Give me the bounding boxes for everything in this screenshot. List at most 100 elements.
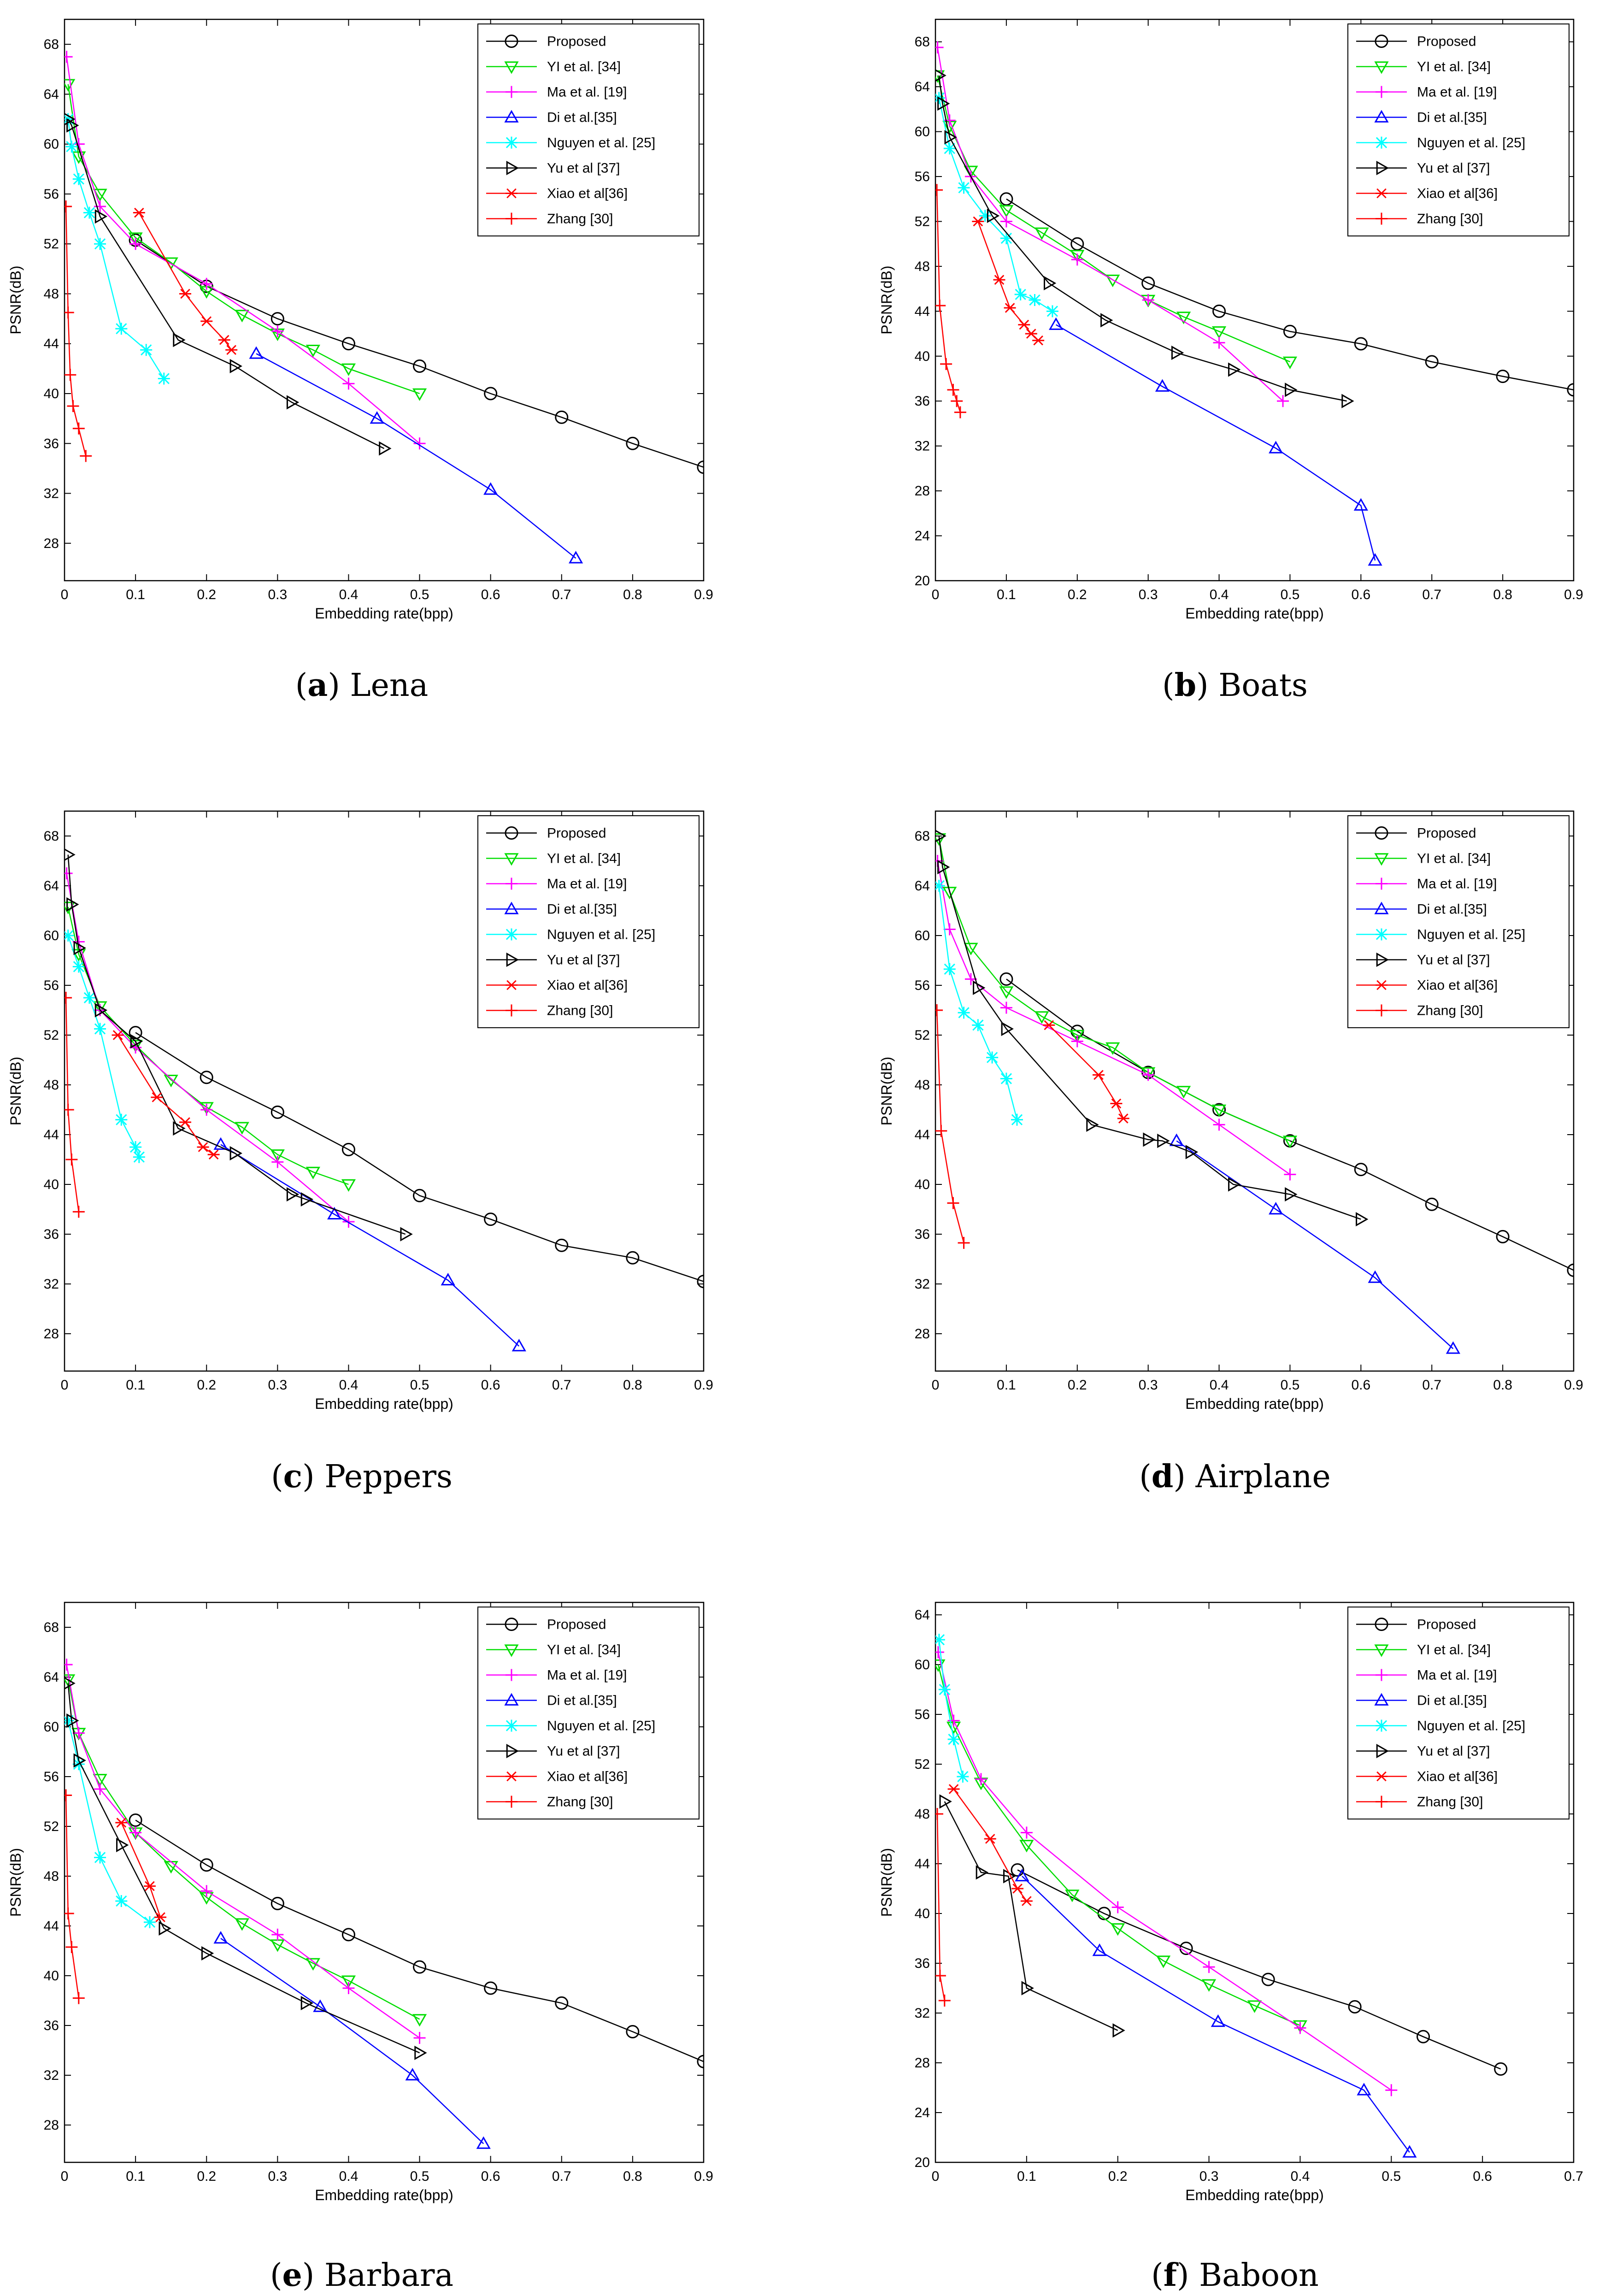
data-point — [1000, 1001, 1012, 1014]
data-point — [1155, 379, 1170, 392]
legend-box — [477, 1607, 700, 1819]
data-point — [271, 1156, 284, 1168]
data-point — [65, 1714, 74, 1727]
data-point — [976, 1865, 988, 1880]
y-tick-label: 52 — [915, 214, 930, 229]
legend-entry: Yu et al [37] — [1356, 953, 1490, 968]
data-point — [270, 312, 284, 326]
series-line-yu-et-al-37 — [67, 1683, 420, 2054]
legend-marker — [505, 35, 518, 48]
data-point — [65, 867, 73, 879]
data-point — [975, 1773, 987, 1785]
data-point — [1212, 304, 1226, 318]
data-point — [65, 1789, 72, 1801]
series-nguyen-et-al-25 — [935, 880, 1023, 1126]
legend-entry: Nguyen et al. [25] — [486, 1719, 655, 1734]
data-point — [1285, 383, 1298, 397]
data-point — [935, 833, 946, 846]
data-point — [200, 1071, 213, 1084]
data-point — [943, 142, 956, 155]
data-point — [555, 1996, 569, 2010]
series-di-et-al-35 — [213, 1137, 526, 1352]
data-point — [1385, 2084, 1398, 2096]
legend-entry: Yu et al [37] — [486, 1744, 620, 1759]
legend-label: Di et al.[35] — [1417, 902, 1487, 917]
data-point — [413, 359, 427, 373]
x-tick-label: 0.9 — [1564, 587, 1583, 602]
caption-letter: d — [1152, 1458, 1174, 1495]
data-point — [935, 184, 943, 196]
data-point — [342, 377, 355, 390]
y-tick-label: 36 — [915, 1227, 930, 1242]
data-point — [1277, 395, 1289, 407]
data-point — [1284, 1168, 1296, 1181]
data-point — [405, 2067, 420, 2081]
data-point — [1496, 1230, 1510, 1243]
series-yu-et-al-37 — [65, 848, 413, 1242]
data-point — [476, 2136, 491, 2149]
legend-marker — [1376, 1796, 1387, 1808]
legend-marker — [1376, 188, 1387, 199]
x-tick-label: 0.3 — [1139, 1378, 1158, 1393]
data-point — [1000, 232, 1012, 245]
series-layer — [65, 1659, 704, 2149]
legend-label: Proposed — [1417, 34, 1476, 49]
data-point — [484, 1213, 498, 1226]
data-point — [341, 337, 355, 351]
data-point — [1171, 345, 1184, 360]
y-tick-label: 32 — [915, 2006, 930, 2021]
legend-marker — [1376, 1719, 1387, 1732]
x-tick-label: 0.1 — [126, 587, 145, 602]
data-point — [65, 1154, 78, 1166]
legend-marker — [506, 1004, 517, 1017]
legend-entry: Proposed — [486, 826, 606, 841]
data-point — [72, 1992, 85, 2004]
legend-entry: Zhang [30] — [1356, 1795, 1483, 1810]
legend-label: Xiao et al[36] — [1417, 1769, 1498, 1784]
legend-marker — [504, 1644, 519, 1657]
data-point — [555, 1238, 569, 1252]
series-zhang-30 — [935, 184, 966, 418]
data-point — [306, 345, 320, 358]
data-point — [1425, 355, 1439, 369]
data-point — [1046, 305, 1058, 318]
panel-caption: (f) Baboon — [1151, 2257, 1319, 2294]
legend-label: Zhang [30] — [1417, 1003, 1483, 1018]
data-point — [300, 1996, 314, 2010]
data-point — [200, 277, 213, 290]
data-point — [213, 1137, 228, 1150]
y-tick-label: 32 — [44, 2068, 59, 2083]
data-point — [1203, 1961, 1215, 1973]
y-tick-label: 44 — [915, 1127, 930, 1142]
data-point — [72, 960, 85, 973]
y-tick-label: 60 — [915, 1657, 930, 1672]
data-point — [940, 358, 952, 370]
legend-marker — [1374, 61, 1389, 74]
y-tick-label: 40 — [915, 1177, 930, 1192]
series-line-ma-et-al-19 — [66, 1664, 420, 2039]
legend-entry: Di et al.[35] — [1356, 1693, 1487, 1708]
legend-label: Zhang [30] — [1417, 1795, 1483, 1810]
data-point — [229, 1146, 242, 1161]
legend-entry: Xiao et al[36] — [1356, 186, 1498, 201]
series-line-proposed — [135, 1819, 704, 2062]
data-point — [129, 1813, 142, 1827]
data-point — [626, 436, 640, 450]
data-point — [1228, 362, 1241, 377]
data-point — [342, 1982, 355, 1994]
x-tick-label: 0 — [932, 1378, 940, 1393]
x-tick-label: 0.7 — [552, 1378, 571, 1393]
data-point — [83, 206, 95, 219]
data-point — [954, 406, 966, 418]
data-point — [129, 1141, 142, 1153]
legend-label: Di et al.[35] — [1417, 1693, 1487, 1708]
data-point — [143, 1881, 156, 1891]
legend-label: Di et al.[35] — [547, 110, 617, 125]
x-tick-label: 0.5 — [410, 2169, 429, 2184]
legend-marker — [1376, 980, 1387, 990]
data-point — [947, 1784, 960, 1794]
legend-label: Yu et al [37] — [1417, 161, 1490, 176]
series-zhang-30 — [935, 1004, 970, 1249]
legend-marker — [506, 136, 517, 149]
x-tick-label: 0 — [61, 2169, 69, 2184]
